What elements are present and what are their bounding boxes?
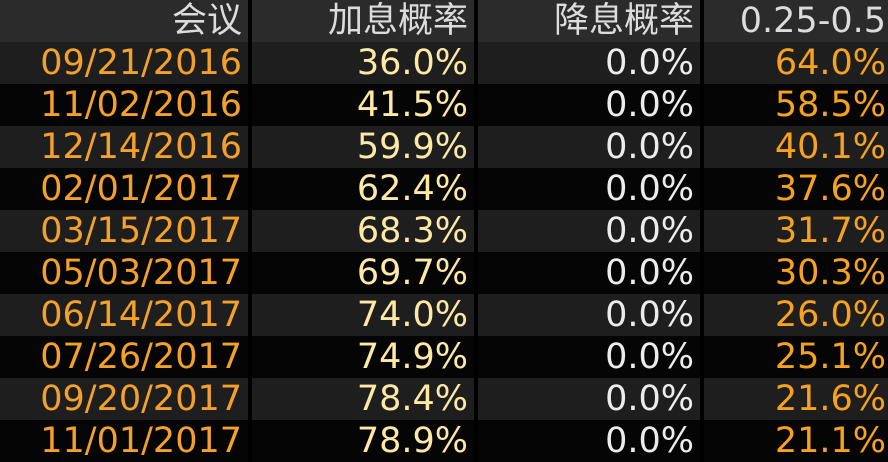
- rate-cell: 0.0%: [478, 84, 700, 126]
- date-cell: 12/14/2016: [0, 126, 248, 168]
- date-cell: 03/15/2017: [0, 210, 248, 252]
- header-cell: 0.25-0.5: [704, 0, 888, 42]
- header-cell: 会议: [0, 0, 248, 42]
- rate-cell: 0.0%: [478, 378, 700, 420]
- rate-cell: 64.0%: [704, 42, 888, 84]
- date-cell: 09/20/2017: [0, 378, 248, 420]
- rate-cell: 0.0%: [478, 252, 700, 294]
- rate-cell: 41.5%: [252, 84, 474, 126]
- rate-cell: 31.7%: [704, 210, 888, 252]
- rate-cell: 68.3%: [252, 210, 474, 252]
- header-cell: 加息概率: [252, 0, 474, 42]
- date-cell: 09/21/2016: [0, 42, 248, 84]
- rate-cell: 21.6%: [704, 378, 888, 420]
- rate-cell: 36.0%: [252, 42, 474, 84]
- date-cell: 06/14/2017: [0, 294, 248, 336]
- rate-cell: 59.9%: [252, 126, 474, 168]
- rate-cell: 69.7%: [252, 252, 474, 294]
- rate-cell: 26.0%: [704, 294, 888, 336]
- rate-cell: 74.9%: [252, 336, 474, 378]
- rate-cell: 40.1%: [704, 126, 888, 168]
- header-cell: 降息概率: [478, 0, 700, 42]
- date-cell: 11/02/2016: [0, 84, 248, 126]
- rate-cell: 30.3%: [704, 252, 888, 294]
- rate-cell: 25.1%: [704, 336, 888, 378]
- rate-cell: 0.0%: [478, 168, 700, 210]
- rate-cell: 0.0%: [478, 126, 700, 168]
- rate-cell: 62.4%: [252, 168, 474, 210]
- rate-cell: 21.1%: [704, 420, 888, 462]
- rate-cell: 0.0%: [478, 420, 700, 462]
- rate-cell: 74.0%: [252, 294, 474, 336]
- date-cell: 11/01/2017: [0, 420, 248, 462]
- rate-cell: 78.9%: [252, 420, 474, 462]
- rate-cell: 0.0%: [478, 336, 700, 378]
- rate-cell: 0.0%: [478, 294, 700, 336]
- rate-cell: 0.0%: [478, 42, 700, 84]
- date-cell: 05/03/2017: [0, 252, 248, 294]
- date-cell: 02/01/2017: [0, 168, 248, 210]
- date-cell: 07/26/2017: [0, 336, 248, 378]
- rate-cell: 78.4%: [252, 378, 474, 420]
- rate-cell: 0.0%: [478, 210, 700, 252]
- rate-cell: 58.5%: [704, 84, 888, 126]
- rate-cell: 37.6%: [704, 168, 888, 210]
